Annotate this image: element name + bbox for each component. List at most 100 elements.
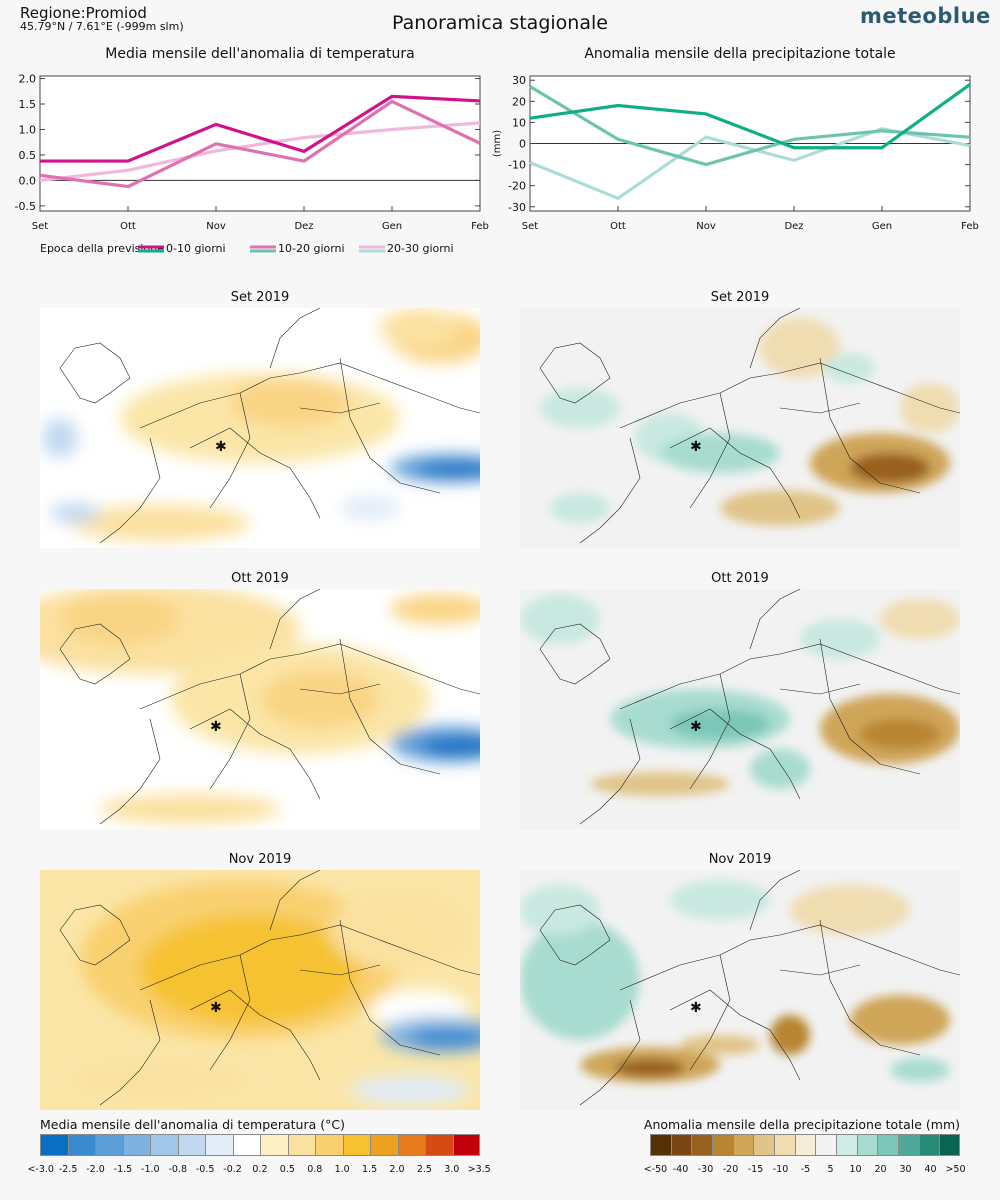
precip-colorbar-ticks: <-50 -40 -30 -20 -15 -10 -5 5 10 20 30 40 >50	[643, 1164, 968, 1175]
temp-colorbar-tick-label: 0.8	[307, 1164, 323, 1175]
precip-map-title-3: Nov 2019	[708, 852, 772, 867]
temp-xtick-label: Ott	[120, 221, 136, 232]
location-marker-icon: ✱	[690, 719, 702, 735]
legend-swatch-0-10	[138, 245, 164, 253]
precip-map-title-1: Set 2019	[710, 290, 770, 305]
precip-colorbar-tick-label: -15	[747, 1164, 764, 1175]
precip-colorbar-swatch	[877, 1134, 898, 1156]
location-marker-icon: ✱	[210, 1000, 222, 1016]
temp-colorbar-swatch	[397, 1134, 425, 1156]
precip-xtick-label: Ott	[610, 221, 626, 232]
precip-ytick-label: -20	[508, 180, 526, 193]
precip-ytick-label: 10	[512, 116, 526, 129]
temp-colorbar-swatch	[452, 1134, 480, 1156]
precip-ylabel: (mm)	[492, 130, 503, 157]
temp-ytick-label: 1.5	[19, 98, 37, 111]
temp-colorbar-title: Media mensile dell'anomalia di temperatu…	[40, 1117, 345, 1132]
precip-colorbar-swatch	[691, 1134, 712, 1156]
region-name: Regione:Promiod	[20, 4, 147, 22]
temperature-anomaly-chart: 2.0 1.5 1.0 0.5 0.0 -0.5 Set Ott Nov Dez Gen Feb	[15, 73, 489, 232]
precip-colorbar-title: Anomalia mensile della precipitazione to…	[643, 1117, 960, 1132]
temp-ytick-label: 1.0	[19, 123, 37, 136]
temp-colorbar-swatch	[122, 1134, 150, 1156]
temp-colorbar-tick-label: -0.5	[195, 1164, 215, 1175]
temp-colorbar-swatch	[342, 1134, 370, 1156]
temp-ytick-label: 0.0	[19, 174, 37, 187]
precip-colorbar-tick-label: >50	[945, 1164, 966, 1175]
precip-colorbar-swatch	[670, 1134, 692, 1156]
temp-colorbar-swatch	[177, 1134, 205, 1156]
legend-label-0-10: 0-10 giorni	[166, 242, 226, 255]
precip-ytick-label: 20	[512, 95, 526, 108]
location-marker-icon: ✱	[690, 1000, 702, 1016]
precip-xtick-label: Nov	[696, 221, 716, 232]
precip-colorbar-tick-label: -10	[772, 1164, 789, 1175]
precip-xtick-label: Feb	[961, 221, 979, 232]
temp-colorbar-tick-label: <-3.0	[27, 1164, 54, 1175]
precip-colorbar-swatch	[753, 1134, 774, 1156]
temp-colorbar-swatch	[287, 1134, 315, 1156]
precip-colorbar-tick-label: -30	[697, 1164, 714, 1175]
precip-chart-title: Anomalia mensile della precipitazione to…	[584, 46, 896, 62]
temp-colorbar-tick-label: 0.2	[252, 1164, 268, 1175]
temp-ytick-label: 2.0	[19, 73, 37, 86]
temp-colorbar-tick-label: 1.5	[362, 1164, 378, 1175]
precip-xtick-label: Set	[522, 221, 539, 232]
precip-colorbar-tick-label: -40	[672, 1164, 689, 1175]
precip-anomaly-map-sep: ✱	[520, 308, 960, 548]
location-marker-icon: ✱	[690, 439, 702, 455]
precip-colorbar-tick-label: 40	[924, 1164, 937, 1175]
temp-anomaly-map-nov: ✱	[40, 870, 480, 1110]
precip-colorbar	[650, 1134, 960, 1156]
legend-swatch-10-20	[250, 245, 276, 253]
temp-colorbar-swatch	[370, 1134, 398, 1156]
temp-anomaly-map-oct: ✱	[40, 589, 480, 829]
precip-anomaly-map-oct: ✱	[520, 589, 960, 829]
temp-xtick-label: Nov	[206, 221, 226, 232]
temp-colorbar-swatch	[40, 1134, 68, 1156]
temp-colorbar-ticks: <-3.0 -2.5 -2.0 -1.5 -1.0 -0.8 -0.5 -0.2 0.2 0.5 0…	[27, 1164, 493, 1175]
temp-colorbar-tick-label: -1.5	[113, 1164, 133, 1175]
precip-colorbar-tick-label: 10	[849, 1164, 862, 1175]
temp-colorbar-swatch	[232, 1134, 260, 1156]
temp-colorbar-swatch	[205, 1134, 233, 1156]
precip-colorbar-swatch	[835, 1134, 857, 1156]
precip-ytick-label: -30	[508, 201, 526, 214]
temp-colorbar	[40, 1134, 480, 1156]
precip-colorbar-swatch	[711, 1134, 733, 1156]
precip-colorbar-swatch	[918, 1134, 940, 1156]
precip-ytick-label: 0	[519, 138, 526, 151]
precip-map-title-2: Ott 2019	[711, 571, 769, 586]
temp-colorbar-swatch	[260, 1134, 288, 1156]
temp-colorbar-tick-label: -2.0	[86, 1164, 105, 1175]
coordinates: 45.79°N / 7.61°E (-999m slm)	[20, 20, 184, 33]
temp-colorbar-tick-label: -1.0	[141, 1164, 160, 1175]
legend-label-10-20: 10-20 giorni	[278, 242, 345, 255]
precip-colorbar-swatch	[794, 1134, 816, 1156]
precip-colorbar-swatch	[650, 1134, 671, 1156]
temp-anomaly-map-sep: ✱	[40, 308, 480, 548]
temp-series-line-1	[39, 99, 481, 189]
precip-colorbar-swatch	[897, 1134, 919, 1156]
precip-anomaly-map-nov: ✱	[520, 870, 960, 1110]
meteoblue-logo[interactable]: meteoblue	[860, 4, 991, 28]
precip-xtick-label: Dez	[784, 221, 803, 232]
temp-xtick-label: Set	[32, 221, 49, 232]
temp-colorbar-tick-label: >3.5	[467, 1164, 491, 1175]
precip-ytick-label: -10	[508, 159, 526, 172]
temp-map-title-3: Nov 2019	[228, 852, 292, 867]
temp-ytick-label: -0.5	[15, 200, 36, 213]
precip-series-line-0	[529, 83, 971, 150]
temp-colorbar-tick-label: 3.0	[444, 1164, 460, 1175]
temp-colorbar-swatch	[95, 1134, 123, 1156]
location-marker-icon: ✱	[215, 439, 227, 455]
precip-colorbar-swatch	[815, 1134, 836, 1156]
temp-colorbar-swatch	[67, 1134, 95, 1156]
temp-ytick-label: 0.5	[19, 149, 37, 162]
temp-colorbar-tick-label: 2.5	[416, 1164, 432, 1175]
temp-colorbar-swatch	[425, 1134, 453, 1156]
page-title: Panoramica stagionale	[392, 12, 608, 34]
forecast-legend: 0-10 giorni 10-20 giorni 20-30 giorni	[138, 242, 468, 256]
precip-colorbar-swatch	[773, 1134, 795, 1156]
precip-colorbar-swatch	[939, 1134, 960, 1156]
